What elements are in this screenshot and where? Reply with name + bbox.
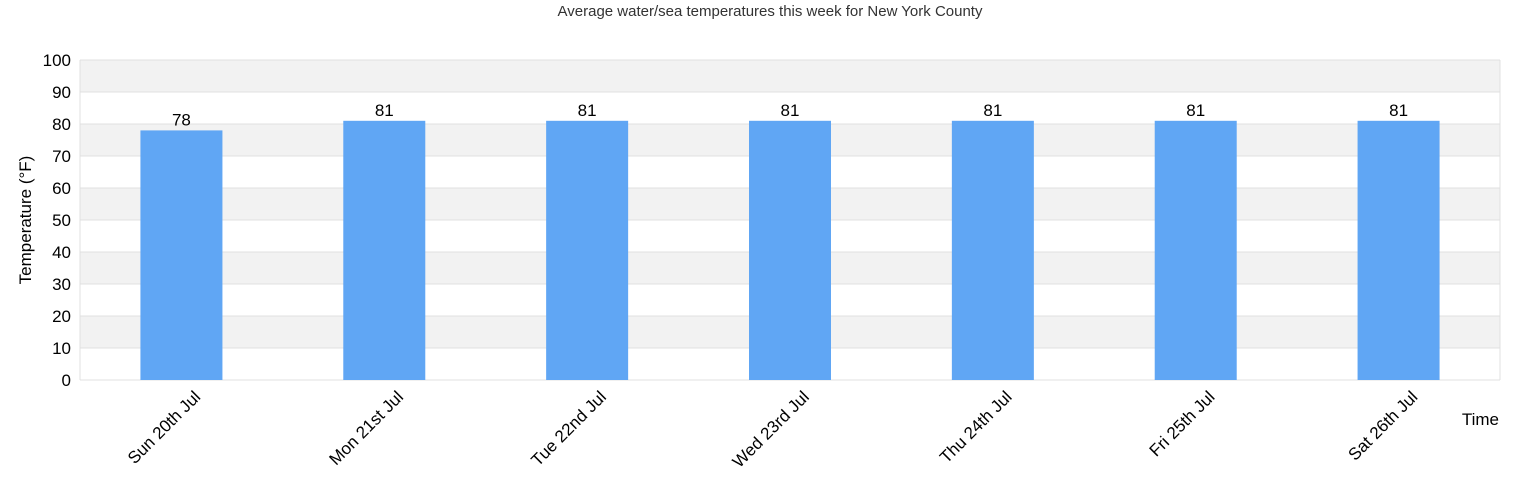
data-label: 81 [1186,101,1205,120]
y-tick-label: 40 [52,243,71,262]
chart-title: Average water/sea temperatures this week… [558,3,983,20]
x-axis-ticks: Sun 20th Jul Mon 21st Jul Tue 22nd Jul Wed … [124,387,1421,471]
grid-band [80,92,1500,124]
x-tick-label: Thu 24th Jul [936,387,1016,467]
y-tick-label: 100 [43,51,71,70]
data-label: 81 [781,101,800,120]
bar [951,120,1034,381]
data-label: 78 [172,110,191,129]
grid-band [80,60,1500,92]
data-labels: 78 81 81 81 81 81 81 [172,101,1408,130]
x-tick-label: Mon 21st Jul [326,387,408,469]
y-tick-label: 80 [52,115,71,134]
y-axis-ticks: 0 10 20 30 40 50 60 70 80 90 100 [43,51,71,390]
data-label: 81 [578,101,597,120]
bars [140,120,1440,381]
y-tick-label: 0 [62,371,71,390]
x-tick-label: Wed 23rd Jul [729,387,813,471]
x-axis-title: Time [1462,410,1499,429]
data-label: 81 [375,101,394,120]
y-tick-label: 20 [52,307,71,326]
bar [343,120,426,381]
x-tick-label: Sun 20th Jul [124,387,204,467]
y-tick-label: 10 [52,339,71,358]
x-tick-label: Tue 22nd Jul [527,387,609,469]
x-tick-label: Sat 26th Jul [1344,387,1421,464]
y-tick-label: 30 [52,275,71,294]
y-tick-label: 70 [52,147,71,166]
bar [1154,120,1237,381]
y-axis-title: Temperature (°F) [16,156,35,285]
x-tick-label: Fri 25th Jul [1146,387,1219,460]
y-tick-label: 90 [52,83,71,102]
y-tick-label: 50 [52,211,71,230]
y-tick-label: 60 [52,179,71,198]
data-label: 81 [1389,101,1408,120]
bar [749,120,831,381]
bar [140,130,223,380]
bar [1357,120,1440,381]
bar [546,120,629,381]
data-label: 81 [983,101,1002,120]
